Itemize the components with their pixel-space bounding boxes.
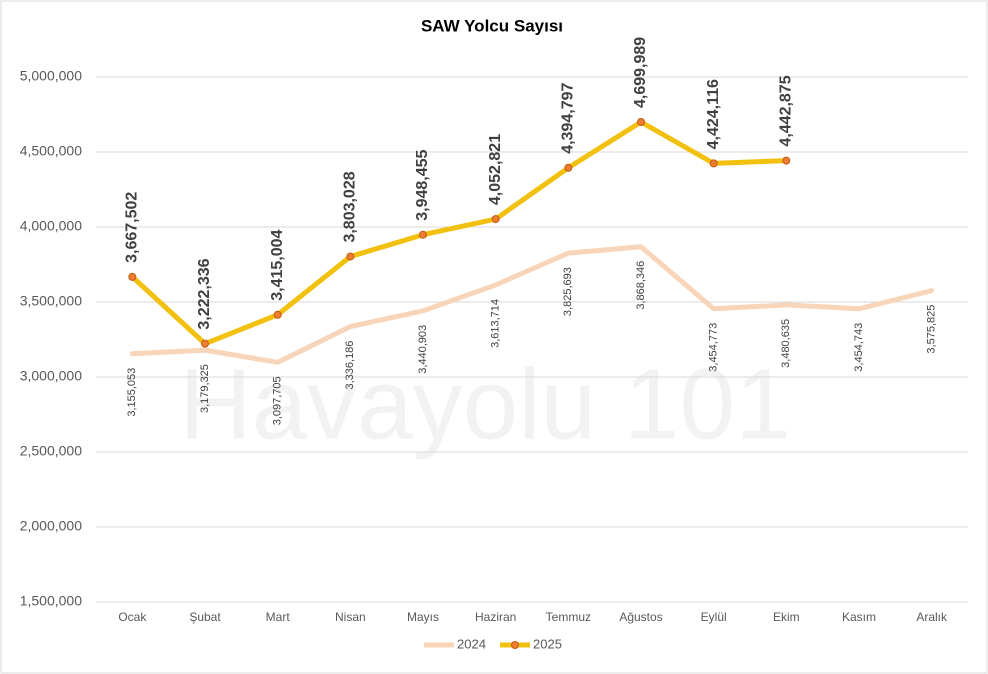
y-tick-label: 4,500,000 [20,143,82,159]
x-tick-label: Aralık [916,610,948,624]
data-label: 3,825,693 [562,267,574,316]
series-line [129,244,935,365]
data-label: 4,699,989 [632,37,649,108]
data-label: 3,155,053 [126,368,138,417]
data-label: 4,442,875 [778,75,795,146]
x-tick-label: Ocak [118,610,147,624]
data-label: 3,440,903 [417,325,429,374]
x-tick-label: Temmuz [546,610,591,624]
point-marker [419,230,427,239]
y-tick-label: 4,000,000 [20,218,82,234]
x-tick-label: Ekim [773,610,800,624]
x-tick-label: Eylül [701,610,727,624]
data-label: 3,415,004 [269,229,286,300]
data-label: 3,454,773 [708,323,720,372]
data-label: 3,868,346 [635,261,647,310]
watermark: Havayolu 101 [179,348,791,460]
x-tick-label: Kasım [842,610,876,624]
data-label: 4,394,797 [560,82,577,153]
y-tick-label: 5,000,000 [20,68,82,84]
data-label: 3,575,825 [926,305,938,354]
point-marker [491,215,500,224]
y-tick-label: 1,500,000 [20,593,82,609]
x-tick-label: Mayıs [407,610,439,624]
point-marker [201,339,209,348]
chart-title: SAW Yolcu Sayısı [421,16,563,35]
y-tick-label: 2,000,000 [20,518,82,534]
y-tick-label: 3,500,000 [20,293,82,309]
point-marker [637,118,645,127]
legend-label: 2024 [457,636,486,651]
data-label: 3,803,028 [342,171,359,242]
data-label: 3,480,635 [780,319,792,368]
point-marker [564,163,573,172]
data-label: 4,052,821 [487,134,504,205]
series-line [129,119,789,347]
data-label: 3,613,714 [490,299,502,348]
y-tick-label: 2,500,000 [20,443,82,459]
x-tick-label: Haziran [475,610,516,624]
data-label: 3,222,336 [196,258,213,329]
point-marker [128,272,137,281]
data-label: 3,097,705 [272,376,284,425]
point-marker [346,252,355,261]
data-label: 3,336,186 [344,341,356,390]
data-label: 3,667,502 [124,192,141,263]
point-marker [782,156,791,165]
point-marker [709,159,718,168]
x-tick-label: Mart [266,610,291,624]
x-tick-label: Nisan [335,610,366,624]
data-label: 4,424,116 [705,79,722,149]
data-label: 3,179,325 [199,364,211,413]
x-tick-label: Ağustos [619,610,662,624]
data-label: 3,948,455 [414,149,431,220]
legend-label: 2025 [533,636,562,651]
x-tick-label: Şubat [189,610,221,624]
point-marker [273,310,282,319]
y-tick-label: 3,000,000 [20,368,82,384]
legend-marker [511,641,519,649]
data-label: 3,454,743 [853,323,865,372]
